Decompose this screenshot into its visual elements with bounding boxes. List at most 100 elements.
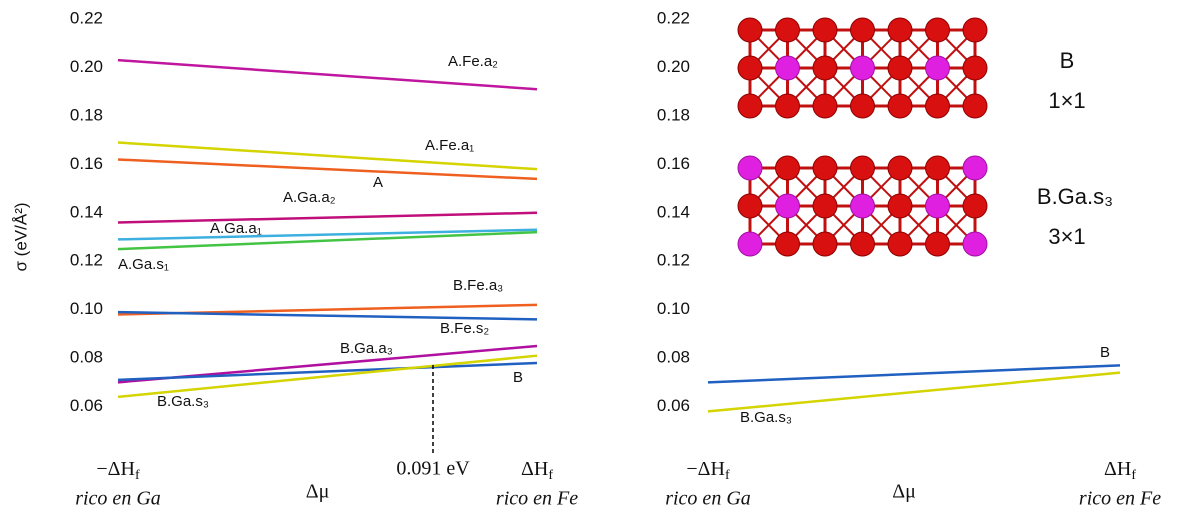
series-label: A.Ga.s₁ (118, 256, 169, 273)
x-tick-main: −ΔH (686, 458, 725, 480)
atom (776, 232, 800, 256)
atom (738, 18, 762, 42)
atom (963, 56, 987, 80)
atom (776, 194, 800, 218)
y-tick-label: 0.18 (657, 105, 690, 124)
y-tick-label: 0.22 (70, 8, 103, 27)
atom (776, 56, 800, 80)
atom (963, 94, 987, 118)
atom (738, 194, 762, 218)
atom (926, 194, 950, 218)
atom (926, 56, 950, 80)
atom (813, 156, 837, 180)
series-line (118, 213, 537, 223)
x-tick-note: rico en Ga (75, 488, 161, 510)
atom (963, 232, 987, 256)
x-tick-label: ΔHf (1104, 458, 1136, 484)
atom (813, 94, 837, 118)
y-tick-label: 0.10 (70, 299, 103, 318)
series-line (708, 373, 1120, 412)
annotation: 0.091 eV (396, 458, 470, 480)
y-tick-label: 0.20 (70, 57, 103, 76)
y-tick-label: 0.16 (657, 154, 690, 173)
y-tick-label: 0.08 (657, 348, 690, 367)
x-axis-label: Δμ (892, 481, 916, 503)
structure-label: 3×1 (1048, 224, 1085, 249)
series-label: B (513, 369, 523, 386)
atom (813, 232, 837, 256)
atom (851, 232, 875, 256)
x-tick-label: −ΔHf (96, 458, 140, 484)
x-tick-main: ΔH (521, 458, 548, 480)
atom (963, 194, 987, 218)
atom (888, 56, 912, 80)
y-tick-label: 0.12 (657, 251, 690, 270)
y-tick-label: 0.06 (70, 396, 103, 415)
series-label: A.Ga.a₂ (283, 189, 336, 206)
atom (888, 156, 912, 180)
y-tick-label: 0.14 (70, 202, 103, 221)
atom (813, 194, 837, 218)
atom (963, 156, 987, 180)
atom (813, 56, 837, 80)
series-label: B.Ga.a₃ (340, 340, 393, 357)
x-tick-label: ΔHf (521, 458, 553, 484)
x-tick-note: rico en Ga (665, 488, 751, 510)
atom (926, 232, 950, 256)
x-tick-main: ΔH (1104, 458, 1131, 480)
series-label: B (1100, 344, 1110, 361)
series-label: B.Fe.a₃ (453, 277, 503, 294)
y-tick-label: 0.10 (657, 299, 690, 318)
x-tick-note: rico en Fe (1079, 488, 1161, 510)
series-label: A.Fe.a₂ (448, 53, 498, 70)
y-axis-label: σ (eV/Å²) (11, 202, 30, 271)
atom (776, 18, 800, 42)
atom (888, 232, 912, 256)
y-tick-label: 0.22 (657, 8, 690, 27)
page: 0.06 0.08 0.10 0.12 0.14 0.16 0.18 0.20 0.22 σ (e… (0, 0, 1182, 516)
x-tick-sub: f (135, 468, 140, 483)
atom (888, 194, 912, 218)
atom (851, 194, 875, 218)
series-label: A.Ga.a₁ (210, 220, 262, 237)
structure-label: B (1060, 48, 1075, 73)
structure-label: B.Ga.s₃ (1037, 184, 1113, 209)
atom (776, 156, 800, 180)
x-tick-sub: f (1131, 468, 1136, 483)
series-label: B.Ga.s₃ (740, 409, 792, 426)
series-line (118, 159, 537, 178)
atom (776, 94, 800, 118)
atom (963, 18, 987, 42)
series-line (118, 312, 537, 319)
figure: 0.06 0.08 0.10 0.12 0.14 0.16 0.18 0.20 0.22 σ (e… (0, 0, 1182, 516)
atom (851, 56, 875, 80)
atom (738, 94, 762, 118)
structure-label: 1×1 (1048, 88, 1085, 113)
structure-image (738, 18, 987, 118)
y-tick-label: 0.18 (70, 105, 103, 124)
atom (851, 94, 875, 118)
atom (738, 56, 762, 80)
x-axis-label: Δμ (306, 481, 330, 503)
series-label: A.Fe.a₁ (425, 137, 474, 154)
atom (851, 156, 875, 180)
y-tick-label: 0.16 (70, 154, 103, 173)
atom (738, 232, 762, 256)
atom (738, 156, 762, 180)
atom (813, 18, 837, 42)
y-tick-label: 0.06 (657, 396, 690, 415)
x-tick-sub: f (725, 468, 730, 483)
atom (926, 156, 950, 180)
x-tick-sub: f (548, 468, 553, 483)
y-tick-label: 0.08 (70, 348, 103, 367)
structure-image (738, 156, 987, 256)
atom (926, 18, 950, 42)
atom (888, 94, 912, 118)
y-tick-label: 0.12 (70, 251, 103, 270)
atom (926, 94, 950, 118)
series-label: A (373, 174, 383, 191)
series-line (708, 365, 1120, 382)
series-label: B.Fe.s₂ (440, 320, 489, 337)
x-tick-label: −ΔHf (686, 458, 730, 484)
y-tick-label: 0.14 (657, 202, 690, 221)
